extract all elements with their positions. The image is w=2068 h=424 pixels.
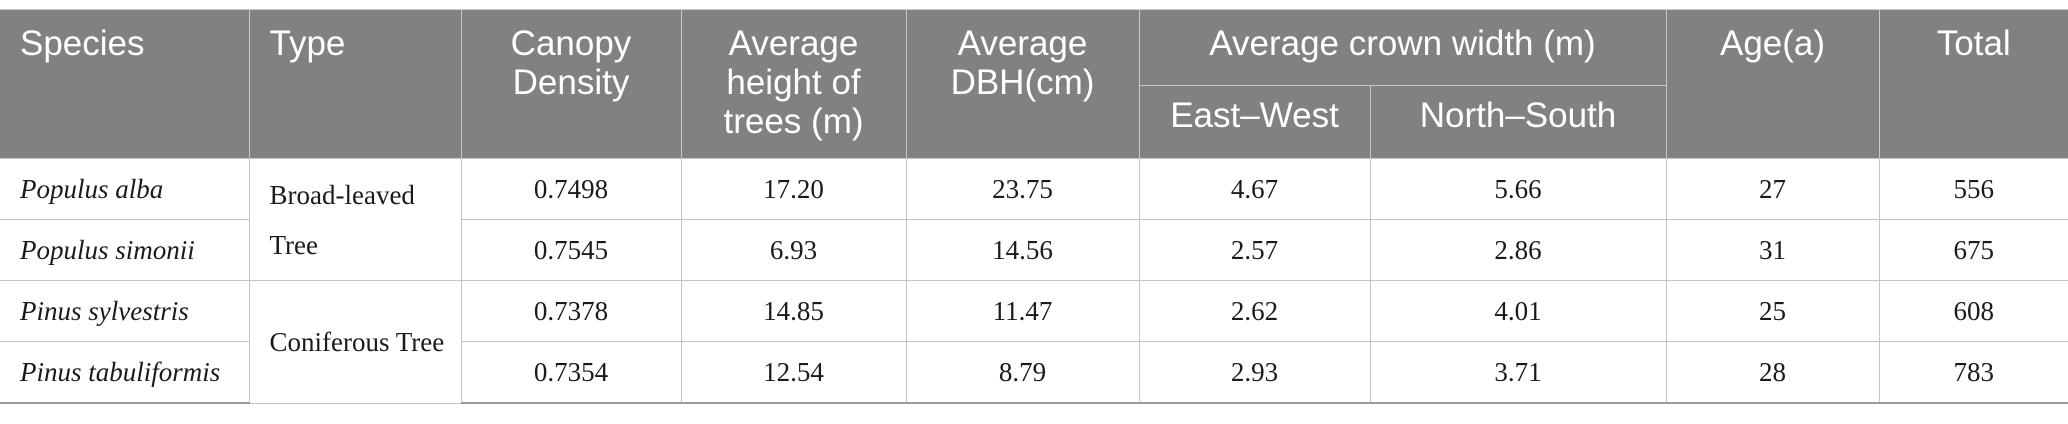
- tree-stand-table: Species Type Canopy Density Average heig…: [0, 9, 2068, 404]
- table-row: Pinus sylvestris Coniferous Tree 0.7378 …: [0, 280, 2068, 404]
- header-type: Type: [248, 9, 462, 159]
- header-canopy-density: Canopy Density: [460, 9, 682, 159]
- cell-height: 12.54: [680, 341, 907, 404]
- cell-height: 14.85: [680, 280, 907, 342]
- table-header: Species Type Canopy Density Average heig…: [0, 9, 2068, 159]
- cell-east-west: 2.93: [1138, 341, 1371, 404]
- header-average-crown-width: Average crown width (m): [1138, 9, 1667, 86]
- cell-east-west: 4.67: [1138, 158, 1371, 220]
- cell-species: Pinus tabuliformis: [0, 341, 250, 404]
- cell-canopy: 0.7378: [460, 280, 682, 342]
- cell-age: 25: [1665, 280, 1880, 342]
- cell-canopy: 0.7354: [460, 341, 682, 404]
- cell-age: 27: [1665, 158, 1880, 220]
- table-row: Populus simonii 0.7545 6.93 14.56 2.57 2…: [0, 219, 2068, 281]
- cell-dbh: 14.56: [905, 219, 1140, 281]
- cell-species: Populus alba: [0, 158, 250, 220]
- cell-total: 675: [1878, 219, 2068, 281]
- header-average-height: Average height of trees (m): [680, 9, 907, 159]
- cell-canopy: 0.7498: [460, 158, 682, 220]
- cell-north-south: 4.01: [1369, 280, 1667, 342]
- header-east-west: East–West: [1139, 85, 1371, 159]
- table-container: Species Type Canopy Density Average heig…: [0, 9, 2068, 404]
- header-age: Age(a): [1665, 9, 1880, 159]
- cell-dbh: 8.79: [905, 341, 1140, 404]
- cell-type: Coniferous Tree: [248, 280, 462, 404]
- header-average-dbh: Average DBH(cm): [905, 9, 1140, 159]
- header-species: Species: [0, 9, 250, 159]
- cell-age: 28: [1665, 341, 1880, 404]
- cell-east-west: 2.62: [1138, 280, 1371, 342]
- cell-total: 608: [1878, 280, 2068, 342]
- cell-species: Pinus sylvestris: [0, 280, 250, 342]
- cell-canopy: 0.7545: [460, 219, 682, 281]
- table-row: Populus alba Broad-leaved Tree 0.7498 17…: [0, 158, 2068, 281]
- header-north-south: North–South: [1369, 85, 1666, 159]
- cell-total: 556: [1878, 158, 2068, 220]
- cell-total: 783: [1878, 341, 2068, 404]
- cell-east-west: 2.57: [1138, 219, 1371, 281]
- cell-type: Broad-leaved Tree: [248, 158, 462, 281]
- cell-north-south: 3.71: [1369, 341, 1667, 404]
- table-body: Populus alba Broad-leaved Tree 0.7498 17…: [0, 158, 2068, 404]
- cell-age: 31: [1665, 219, 1880, 281]
- cell-height: 6.93: [680, 219, 907, 281]
- cell-north-south: 5.66: [1369, 158, 1667, 220]
- cell-dbh: 23.75: [905, 158, 1140, 220]
- cell-dbh: 11.47: [905, 280, 1140, 342]
- cell-north-south: 2.86: [1369, 219, 1667, 281]
- cell-species: Populus simonii: [0, 219, 250, 281]
- cell-height: 17.20: [680, 158, 907, 220]
- table-row: Pinus tabuliformis 0.7354 12.54 8.79 2.9…: [0, 341, 2068, 404]
- header-total: Total: [1878, 9, 2068, 159]
